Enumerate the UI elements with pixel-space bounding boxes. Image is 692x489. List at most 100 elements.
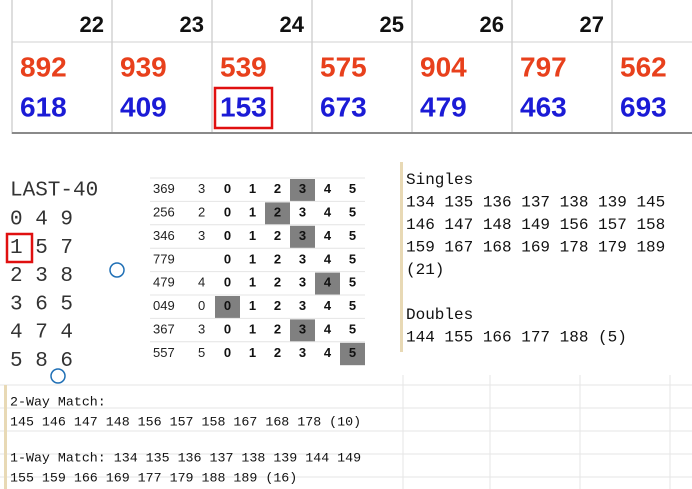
table-bg: [12, 0, 692, 134]
grid-digit: 5: [349, 228, 356, 243]
grid-value: 479: [153, 275, 175, 290]
grid-digit: 1: [249, 322, 256, 337]
last40-row: 2 3 8: [10, 265, 73, 288]
match-line: 1-Way Match: 134 135 136 137 138 139 144…: [10, 451, 361, 466]
grid-digit: 4: [324, 275, 332, 290]
singles-line: 144 155 166 177 188 (5): [406, 329, 627, 347]
grid-digit: 1: [249, 205, 256, 220]
grid-digit: 4: [324, 205, 332, 220]
grid-digit: 3: [299, 205, 306, 220]
singles-line: 159 167 168 169 178 179 189: [406, 239, 665, 257]
blue-number: 618: [20, 91, 67, 122]
column-header: 26: [480, 12, 504, 37]
grid-digit: 3: [299, 181, 306, 196]
blue-number: 463: [520, 91, 567, 122]
red-number: 575: [320, 51, 367, 82]
grid-digit: 0: [224, 298, 231, 313]
grid-digit: 1: [249, 298, 256, 313]
grid-digit: 2: [274, 345, 281, 360]
red-number: 939: [120, 51, 167, 82]
last40-title: LAST-40: [10, 180, 98, 203]
grid-count: 3: [198, 181, 205, 196]
grid-digit: 5: [349, 205, 356, 220]
highlight-box: [213, 86, 274, 130]
grid-value: 779: [153, 251, 175, 266]
last40-row: 5 8 6: [10, 350, 73, 373]
grid-count: 5: [198, 345, 205, 360]
column-header: 27: [580, 12, 604, 37]
sheet-grid: [0, 375, 692, 489]
digit-highlight: [315, 272, 340, 295]
blue-number: 153: [220, 91, 267, 122]
grid-value: 049: [153, 298, 175, 313]
match-line: 155 159 166 169 177 179 188 189 (16): [10, 471, 297, 486]
grid-digit: 3: [299, 275, 306, 290]
grid-digit: 2: [274, 322, 281, 337]
grid-digit: 5: [349, 345, 356, 360]
grid-digit: 5: [349, 181, 356, 196]
grid-digit: 1: [249, 275, 256, 290]
grid-digit: 5: [349, 298, 356, 313]
grid-digit: 1: [249, 228, 256, 243]
grid-digit: 0: [224, 205, 231, 220]
grid-value: 256: [153, 205, 175, 220]
grid-digit: 1: [249, 181, 256, 196]
grid-digit: 3: [299, 298, 306, 313]
grid-count: 3: [198, 322, 205, 337]
digit-highlight: [290, 225, 315, 249]
grid-digit: 3: [299, 251, 306, 266]
grid-digit: 0: [224, 181, 231, 196]
grid-digit: 0: [224, 275, 231, 290]
singles-line: 146 147 148 149 156 157 158: [406, 216, 665, 234]
column-header: 25: [380, 12, 404, 37]
grid-value: 369: [153, 181, 175, 196]
red-number: 904: [420, 51, 467, 82]
grid-digit: 3: [299, 228, 306, 243]
singles-line: Doubles: [406, 306, 473, 324]
blue-number: 409: [120, 91, 167, 122]
digit-highlight: [265, 202, 290, 225]
circle-marker: [109, 262, 125, 278]
grid-digit: 2: [274, 181, 281, 196]
grid-value: 346: [153, 228, 175, 243]
grid-digit: 1: [249, 251, 256, 266]
red-number: 797: [520, 51, 567, 82]
grid-digit: 0: [224, 345, 231, 360]
singles-line: Singles: [406, 171, 473, 189]
match-line: 2-Way Match:: [10, 395, 106, 410]
red-number: 892: [20, 51, 67, 82]
column-header: 22: [80, 12, 104, 37]
grid-digit: 5: [349, 322, 356, 337]
grid-digit: 5: [349, 275, 356, 290]
blue-number: 693: [620, 91, 667, 122]
grid-digit: 0: [224, 322, 231, 337]
grid-digit: 3: [299, 322, 306, 337]
grid-digit: 2: [274, 205, 281, 220]
digit-highlight: [290, 179, 315, 202]
highlight-box: [5, 232, 34, 264]
grid-count: 4: [198, 275, 205, 290]
last40-row: 3 6 5: [10, 293, 73, 316]
last40-row: 1 5 7: [10, 237, 73, 260]
grid-digit: 1: [249, 345, 256, 360]
grid-value: 367: [153, 322, 175, 337]
grid-digit: 2: [274, 228, 281, 243]
grid-digit: 0: [224, 228, 231, 243]
grid-count: 2: [198, 205, 205, 220]
grid-count: 3: [198, 228, 205, 243]
panel-border: [400, 162, 403, 352]
last40-row: 0 4 9: [10, 209, 73, 232]
grid-digit: 4: [324, 181, 332, 196]
grid-digit: 4: [324, 322, 332, 337]
blue-number: 673: [320, 91, 367, 122]
singles-line: 134 135 136 137 138 139 145: [406, 194, 665, 212]
grid-value: 557: [153, 345, 175, 360]
grid-digit: 2: [274, 251, 281, 266]
red-number: 539: [220, 51, 267, 82]
grid-digit: 4: [324, 345, 332, 360]
red-number: 562: [620, 51, 667, 82]
grid-digit: 0: [224, 251, 231, 266]
digit-highlight: [340, 342, 365, 366]
column-header: 23: [180, 12, 204, 37]
